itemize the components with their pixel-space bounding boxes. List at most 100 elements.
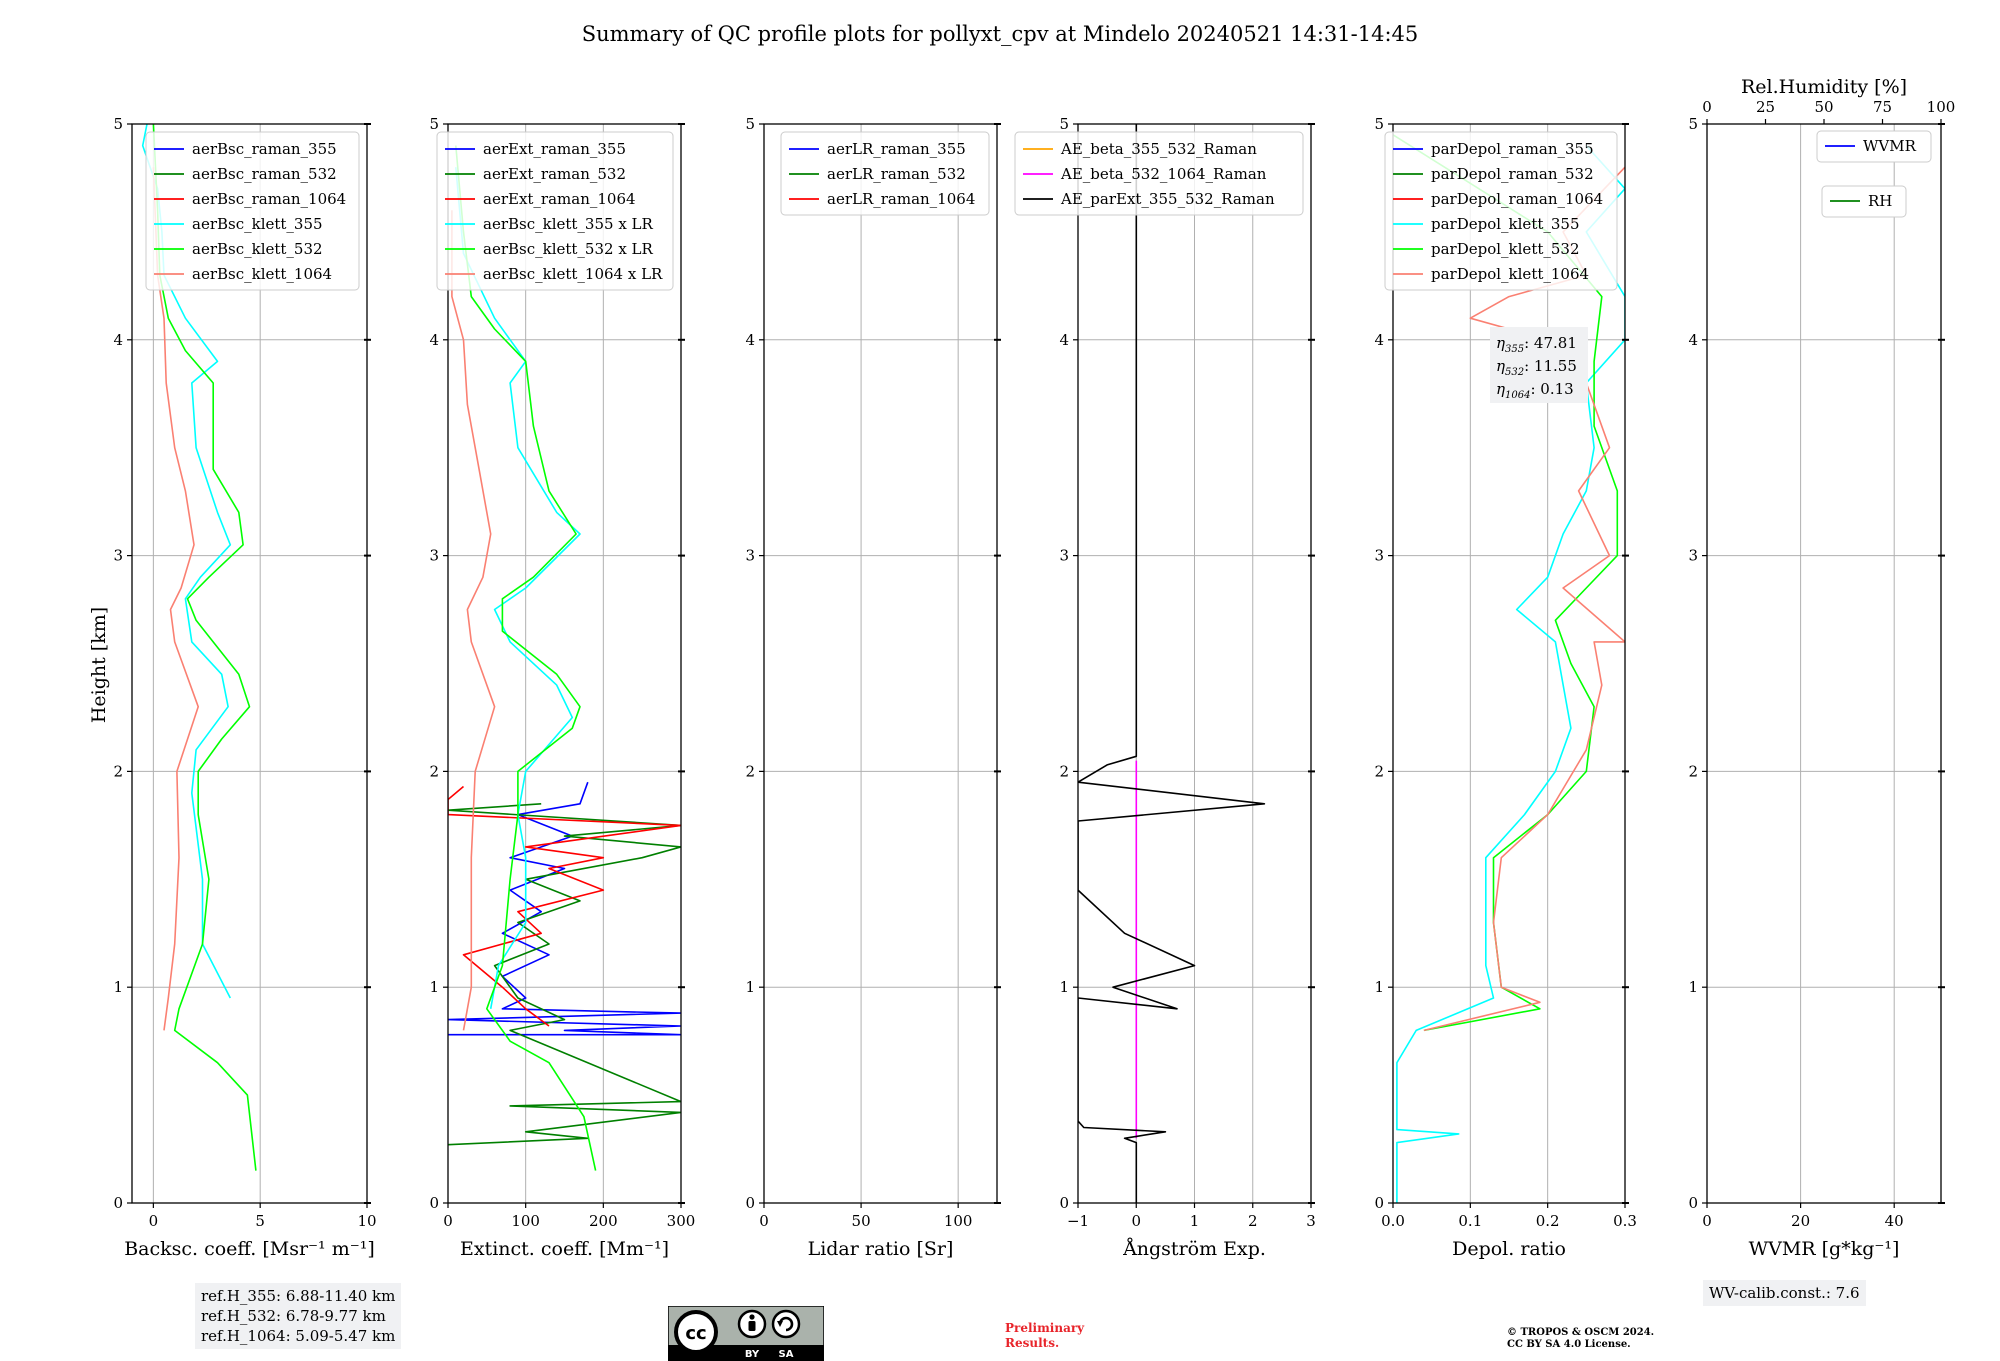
legend: aerExt_raman_355 aerExt_raman_532 aerExt_r… xyxy=(436,131,674,291)
x-tick-label: 40 xyxy=(1885,1212,1904,1230)
y-tick-label: 3 xyxy=(429,547,439,565)
axes-frame xyxy=(763,123,998,1204)
legend-RH: RH xyxy=(1821,185,1907,218)
sa-share-icon xyxy=(771,1309,801,1339)
legend-label: aerBsc_klett_532 xyxy=(192,240,323,258)
axes-frame xyxy=(1392,123,1626,1204)
series-lines xyxy=(1393,134,1625,1203)
y-tick-label: 0 xyxy=(1688,1194,1698,1212)
y-tick-label: 3 xyxy=(745,547,755,565)
copyright-line-1: © TROPOS & OSCM 2024. xyxy=(1507,1327,1655,1338)
y-tick-label: 1 xyxy=(1688,978,1698,996)
y-tick-label: 4 xyxy=(1688,331,1698,349)
legend-label: parDepol_raman_355 xyxy=(1431,140,1594,158)
x-tick-label: 20 xyxy=(1791,1212,1810,1230)
x-tick-label: 50 xyxy=(852,1212,871,1230)
legend-label: aerBsc_raman_532 xyxy=(192,165,337,183)
cc-icon xyxy=(674,1310,718,1354)
eta-1064: η1064: 0.13 xyxy=(1496,380,1574,401)
series-line-parDepol_klett_355 xyxy=(1396,145,1625,1203)
preliminary-line-1: Preliminary xyxy=(1005,1321,1085,1335)
series-line-aerBsc_klett_532 xyxy=(152,124,257,1171)
y-tick-label: 4 xyxy=(429,331,439,349)
y-tick-label: 0 xyxy=(1059,1194,1069,1212)
y-tick-label: 4 xyxy=(1374,331,1384,349)
legend-label: parDepol_klett_532 xyxy=(1431,240,1580,258)
x-axis-label: Depol. ratio xyxy=(1452,1238,1566,1260)
series-line-aerBsc_klett_1064 xyxy=(152,167,199,1031)
x-tick-label: 0 xyxy=(149,1212,159,1230)
y-tick-label: 0 xyxy=(1374,1194,1384,1212)
x-axis-label: Extinct. coeff. [Mm⁻¹] xyxy=(460,1238,669,1260)
x-tick-label: 100 xyxy=(511,1212,540,1230)
x2-tick-label: 75 xyxy=(1873,98,1892,116)
preliminary-line-2: Results. xyxy=(1005,1336,1060,1350)
x-tick-label: 1 xyxy=(1190,1212,1200,1230)
x-tick-label: 0.1 xyxy=(1458,1212,1482,1230)
x-tick-label: 10 xyxy=(357,1212,376,1230)
x2-tick-label: 0 xyxy=(1702,98,1712,116)
x-tick-label: 0 xyxy=(1702,1212,1712,1230)
y-tick-label: 2 xyxy=(1374,762,1384,780)
y-tick-label: 4 xyxy=(1059,331,1069,349)
y-tick-label: 1 xyxy=(113,978,123,996)
legend-label: AE_beta_532_1064_Raman xyxy=(1060,165,1267,183)
legend-label: aerBsc_klett_355 x LR xyxy=(483,215,654,233)
x-tick-label: 0.3 xyxy=(1613,1212,1637,1230)
legend-label: RH xyxy=(1868,192,1892,210)
y-tick-label: 5 xyxy=(1059,115,1069,133)
x-axis-label: Lidar ratio [Sr] xyxy=(808,1238,954,1260)
legend-WVMR: WVMR xyxy=(1816,130,1932,163)
x-tick-label: 0.0 xyxy=(1381,1212,1405,1230)
ref-heights-box: ref.H_355: 6.88-11.40 km ref.H_532: 6.78… xyxy=(195,1283,402,1349)
legend-label: aerBsc_raman_355 xyxy=(192,140,337,158)
x-tick-label: 3 xyxy=(1306,1212,1316,1230)
ref-height-532: ref.H_532: 6.78-9.77 km xyxy=(201,1307,386,1325)
y-tick-label: 0 xyxy=(113,1194,123,1212)
axes-frame xyxy=(1706,123,1942,1204)
series-lines xyxy=(1078,124,1266,1203)
copyright-line-2: CC BY SA 4.0 License. xyxy=(1507,1339,1631,1350)
x2-tick-label: 50 xyxy=(1814,98,1833,116)
y-tick-label: 0 xyxy=(429,1194,439,1212)
y-tick-label: 2 xyxy=(1688,762,1698,780)
y-tick-label: 1 xyxy=(745,978,755,996)
y-tick-label: 3 xyxy=(1059,547,1069,565)
y-tick-label: 3 xyxy=(1688,547,1698,565)
legend-label: parDepol_klett_355 xyxy=(1431,215,1580,233)
y-tick-label: 2 xyxy=(429,762,439,780)
y-tick-label: 3 xyxy=(1374,547,1384,565)
legend-label: aerBsc_klett_1064 x LR xyxy=(483,265,663,283)
preliminary-note: Preliminary Results. xyxy=(1005,1321,1084,1351)
y-tick-label: 3 xyxy=(113,547,123,565)
x-axis-label: WVMR [g*kg⁻¹] xyxy=(1749,1238,1900,1260)
legend-label: aerExt_raman_355 xyxy=(483,140,626,158)
y-tick-label: 0 xyxy=(745,1194,755,1212)
legend-label: parDepol_raman_1064 xyxy=(1431,190,1603,208)
y-tick-label: 5 xyxy=(1688,115,1698,133)
legend-label: aerBsc_klett_1064 xyxy=(192,265,332,283)
eta-532: η532: 11.55 xyxy=(1496,357,1577,378)
legend-label: parDepol_klett_1064 xyxy=(1431,265,1589,283)
y-tick-label: 4 xyxy=(745,331,755,349)
y-tick-label: 2 xyxy=(1059,762,1069,780)
y-tick-label: 2 xyxy=(113,762,123,780)
y-tick-label: 5 xyxy=(429,115,439,133)
series-lines xyxy=(448,145,681,1171)
ref-height-355: ref.H_355: 6.88-11.40 km xyxy=(201,1287,396,1305)
badge-sa-label: SA xyxy=(779,1349,794,1360)
x-tick-label: −1 xyxy=(1067,1212,1089,1230)
ref-height-1064: ref.H_1064: 5.09-5.47 km xyxy=(201,1327,396,1345)
chart-panel-6: 0 20 40 0 1 2 3 4 5 WVMR [g*kg⁻¹] 0 25 50 75 100 Rel.Hu… xyxy=(1688,76,1955,1260)
legend-label: AE_parExt_355_532_Raman xyxy=(1060,190,1275,208)
y-tick-label: 5 xyxy=(1374,115,1384,133)
chart-panel-1: 0 5 10 0 1 2 3 4 5 Backsc. coeff. [Msr⁻¹ m⁻¹] aerB… xyxy=(113,115,376,1260)
series-line-AE_parExt_355_532_Raman xyxy=(1078,124,1266,1203)
x-tick-label: 100 xyxy=(944,1212,973,1230)
x-tick-label: 2 xyxy=(1248,1212,1258,1230)
y-tick-label: 1 xyxy=(429,978,439,996)
x-tick-label: 0 xyxy=(759,1212,769,1230)
